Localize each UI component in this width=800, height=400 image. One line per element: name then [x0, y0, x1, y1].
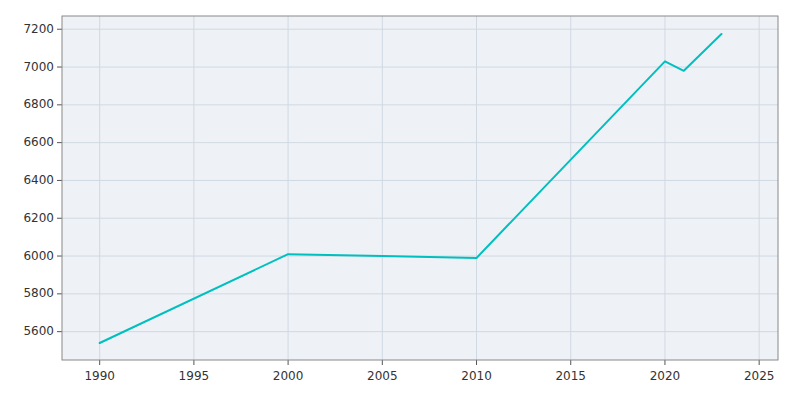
line	[100, 34, 722, 343]
tick-label-y: 5600	[23, 324, 54, 338]
tick-y	[57, 293, 62, 294]
tick-label-y: 7000	[23, 60, 54, 74]
chart: 5600 5800 6000 6200 6400 6600 6800 7000 7200 1990…	[0, 0, 800, 400]
tick-label-y: 7200	[23, 22, 54, 36]
grid-line-x	[99, 16, 100, 360]
grid	[62, 16, 778, 360]
tick-label-y: 6200	[23, 211, 54, 225]
grid-line-x	[759, 16, 760, 360]
tick-label-x: 2000	[273, 369, 304, 383]
tick-y	[57, 218, 62, 219]
grid-line-x	[382, 16, 383, 360]
grid-line-y	[62, 29, 778, 30]
tick-x	[664, 360, 665, 365]
series	[100, 34, 722, 343]
tick-x	[288, 360, 289, 365]
grid-line-y	[62, 67, 778, 68]
tick-x	[382, 360, 383, 365]
tick-y	[57, 256, 62, 257]
grid-line-y	[62, 218, 778, 219]
tick-x	[99, 360, 100, 365]
tick-y	[57, 29, 62, 30]
grid-line-x	[193, 16, 194, 360]
tick-y	[57, 331, 62, 332]
tick-label-x: 1990	[84, 369, 115, 383]
tick-label-x: 2015	[555, 369, 586, 383]
tick-label-x: 2010	[461, 369, 492, 383]
grid-line-y	[62, 104, 778, 105]
tick-x	[193, 360, 194, 365]
grid-line-x	[288, 16, 289, 360]
tick-label-x: 2025	[744, 369, 775, 383]
tick-y	[57, 180, 62, 181]
tick-y	[57, 67, 62, 68]
tick-label-y: 6600	[23, 135, 54, 149]
plot-area	[62, 16, 778, 360]
grid-line-x	[570, 16, 571, 360]
tick-y	[57, 104, 62, 105]
tick-x	[476, 360, 477, 365]
tick-y	[57, 142, 62, 143]
plot-frame	[62, 16, 778, 360]
tick-label-x: 1995	[179, 369, 210, 383]
tick-label-x: 2005	[367, 369, 398, 383]
grid-line-x	[476, 16, 477, 360]
grid-line-y	[62, 293, 778, 294]
grid-line-y	[62, 142, 778, 143]
tick-label-x: 2020	[650, 369, 681, 383]
tick-label-y: 6000	[23, 249, 54, 263]
tick-label-y: 6400	[23, 173, 54, 187]
axes: 5600 5800 6000 6200 6400 6600 6800 7000 7200 1990…	[23, 22, 774, 383]
grid-line-y	[62, 331, 778, 332]
tick-x	[570, 360, 571, 365]
tick-label-y: 6800	[23, 97, 54, 111]
grid-line-x	[664, 16, 665, 360]
grid-line-y	[62, 180, 778, 181]
tick-label-y: 5800	[23, 286, 54, 300]
tick-x	[759, 360, 760, 365]
